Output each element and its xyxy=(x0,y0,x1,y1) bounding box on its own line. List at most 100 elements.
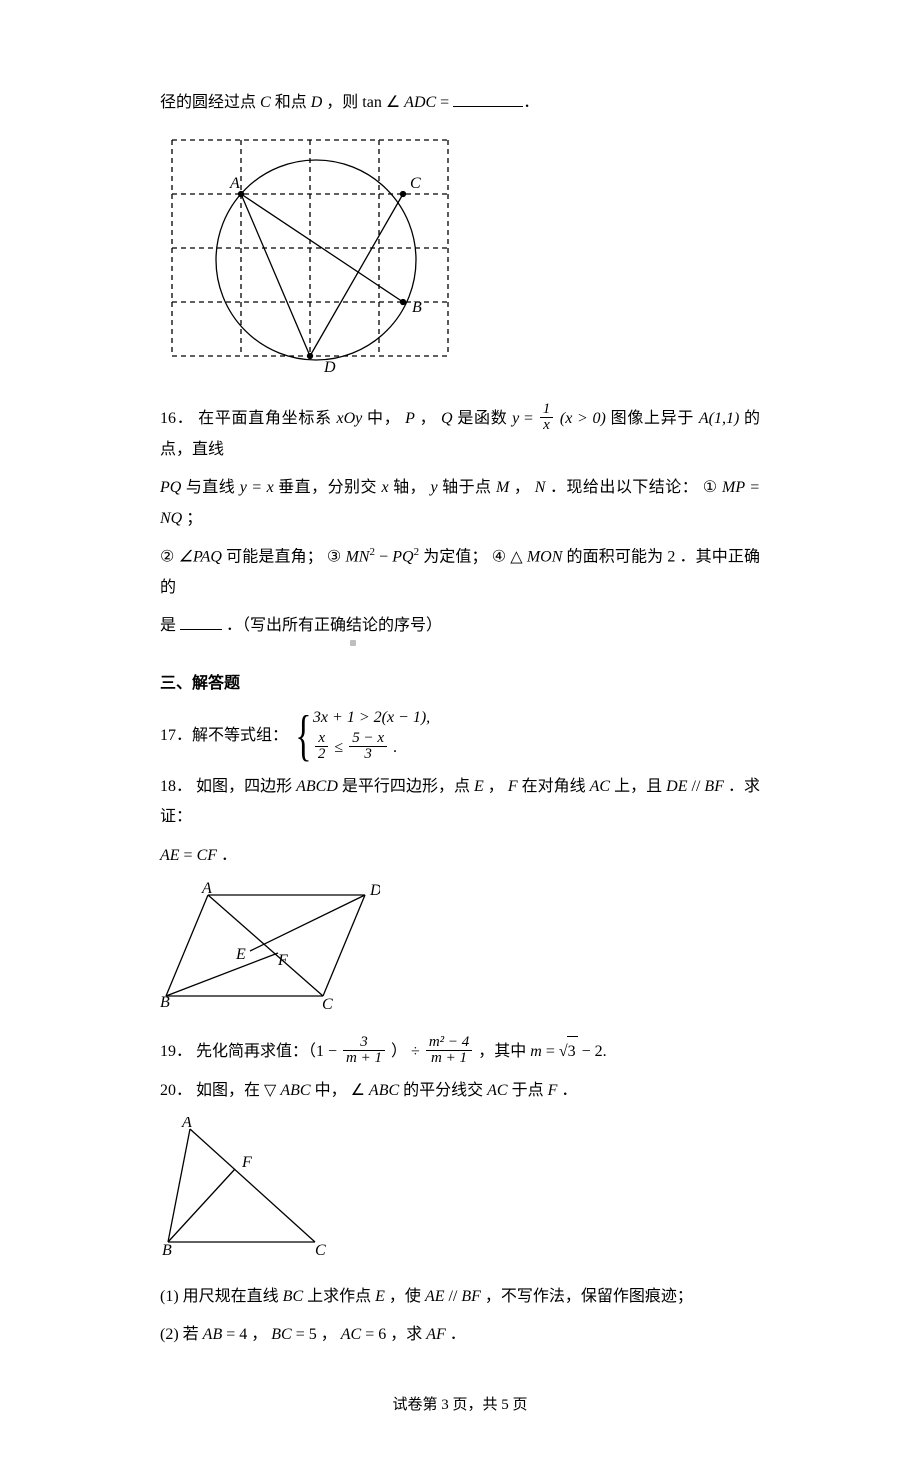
svg-text:D: D xyxy=(323,359,336,376)
q16-yeqx: y = x xyxy=(240,479,274,496)
q20-1-E: E xyxy=(375,1288,385,1305)
q20-num: 20． xyxy=(160,1082,192,1099)
q16-minus: − xyxy=(379,548,392,565)
q16-PQ: PQ xyxy=(160,479,181,496)
q17-label: 解不等式组： xyxy=(192,721,288,751)
q16-l4b: ．（写出所有正确结论的序号） xyxy=(226,617,442,634)
fig20-svg: ABCF xyxy=(160,1117,330,1257)
q20-1-t4: ，不写作法，保留作图痕迹； xyxy=(485,1288,693,1305)
q17-rhs-frac: 5 − x 3 xyxy=(349,731,387,762)
q20-2: (2) 若 AB = 4 ， BC = 5 ， AC = 6 ，求 AF ． xyxy=(160,1320,760,1350)
q20-line: 20． 如图，在 ▽ ABC 中， ∠ ABC 的平分线交 AC 于点 F ． xyxy=(160,1076,760,1106)
q20-2-eq4: = 4 ， xyxy=(226,1326,271,1343)
q15-C: C xyxy=(260,94,271,111)
q20-abc2: ABC xyxy=(369,1082,399,1099)
q16-M: M xyxy=(496,479,509,496)
q18-num: 18． xyxy=(160,778,192,795)
q15-blank xyxy=(453,91,523,107)
q17-row2: x 2 ≤ 5 − x 3 . xyxy=(313,733,430,764)
q16-num: 16． xyxy=(160,410,193,427)
svg-text:F: F xyxy=(277,952,288,969)
q19-f1n: 3 xyxy=(343,1035,385,1050)
q20-2-num: (2) xyxy=(160,1326,179,1343)
q20-2-ab: AB xyxy=(203,1326,223,1343)
q17-le: ≤ xyxy=(334,739,347,756)
q19-num: 19． xyxy=(160,1043,192,1060)
q17-lhs-num: x xyxy=(315,731,329,746)
q16-eq: = xyxy=(524,410,538,427)
q16-l2b: 与直线 xyxy=(186,479,240,496)
svg-text:B: B xyxy=(160,994,170,1011)
q16-frac-den: x xyxy=(540,417,554,433)
q16-l2c: 垂直，分别交 xyxy=(278,479,381,496)
q17-end: . xyxy=(393,739,397,756)
q18-ac: AC xyxy=(590,778,610,795)
q20-1-t2: 上求作点 xyxy=(307,1288,375,1305)
svg-text:C: C xyxy=(315,1242,326,1257)
q18-ae: AE xyxy=(160,847,180,864)
q19-f2n: m² − 4 xyxy=(426,1035,472,1050)
q17: 17． 解不等式组： { 3x + 1 > 2(x − 1), x 2 ≤ 5 … xyxy=(160,708,760,764)
q20-2-dot: ． xyxy=(450,1326,466,1343)
q16-frac: 1 x xyxy=(540,402,554,433)
q17-rhs-den: 3 xyxy=(349,746,387,762)
q20-t3: 的平分线交 xyxy=(403,1082,487,1099)
q17-system: { 3x + 1 > 2(x − 1), x 2 ≤ 5 − x 3 . xyxy=(290,708,430,764)
q16-l2d: 轴， xyxy=(393,479,426,496)
q20-2-eq6: = 6 ，求 xyxy=(365,1326,426,1343)
q20-2-ac: AC xyxy=(341,1326,361,1343)
q16-sc1: ； xyxy=(186,510,202,527)
q16-t5: 图像上异于 xyxy=(611,410,699,427)
q16-frac-num: 1 xyxy=(540,402,554,417)
q15-t2: 和点 xyxy=(275,94,311,111)
q15-t3: ，则 tan xyxy=(326,94,382,111)
q17-row1: 3x + 1 > 2(x − 1), xyxy=(313,708,430,729)
q16-line3: ② ∠PAQ 可能是直角； ③ MN2 − PQ2 为定值； ④ △ MON 的… xyxy=(160,542,760,603)
q15-D: D xyxy=(311,94,323,111)
q16-t4: 是函数 xyxy=(457,410,512,427)
svg-text:A: A xyxy=(201,881,212,897)
q16-l2e: 轴于点 xyxy=(442,479,496,496)
q17-num: 17． xyxy=(160,721,192,751)
q16-mn2: MN xyxy=(345,548,369,565)
q20-tri: ▽ xyxy=(264,1082,276,1099)
fig15-svg: ABCD xyxy=(160,128,450,378)
section-three-title: 三、解答题 xyxy=(160,669,760,699)
q16-c3t: 为定值； xyxy=(423,548,487,565)
q20-1-ae: AE xyxy=(425,1288,445,1305)
q16-line4: 是 ．（写出所有正确结论的序号） xyxy=(160,611,760,641)
q18-cf: CF xyxy=(197,847,217,864)
q16-cond: (x > 0) xyxy=(560,410,606,427)
q18-par: // xyxy=(692,778,705,795)
q19-eq: = xyxy=(546,1043,559,1060)
svg-text:E: E xyxy=(235,946,246,963)
q20-1-par: // xyxy=(448,1288,461,1305)
q16-line2: PQ 与直线 y = x 垂直，分别交 x 轴， y 轴于点 M ， N ．现给… xyxy=(160,473,760,534)
q20-2-af: AF xyxy=(426,1326,446,1343)
q16-blank xyxy=(180,614,222,630)
fig18-svg: ABCDEF xyxy=(160,881,380,1011)
q16-xOy: xOy xyxy=(337,410,363,427)
q18-F: F xyxy=(508,778,518,795)
q18-E: E xyxy=(474,778,484,795)
q19-minus2: − 2. xyxy=(582,1043,607,1060)
q20-1: (1) 用尺规在直线 BC 上求作点 E ，使 AE // BF ，不写作法，保… xyxy=(160,1282,760,1312)
svg-text:F: F xyxy=(241,1154,252,1171)
q19-rad: 3 xyxy=(567,1036,578,1067)
q20-t1: 如图，在 xyxy=(196,1082,264,1099)
q20-t4: 于点 xyxy=(512,1082,548,1099)
q20-1-t1: 用尺规在直线 xyxy=(183,1288,283,1305)
q16-l2g: ．现给出以下结论： xyxy=(550,479,698,496)
q16-N: N xyxy=(535,479,546,496)
svg-text:A: A xyxy=(181,1117,192,1131)
q15-t1: 径的圆经过点 xyxy=(160,94,260,111)
q15-adc: ADC xyxy=(404,94,436,111)
q16-y: y xyxy=(512,410,519,427)
q16-pq2sup: 2 xyxy=(414,546,420,558)
q15-eq: = xyxy=(440,94,453,111)
q15-tail: 径的圆经过点 C 和点 D ，则 tan ∠ ADC = ． xyxy=(160,88,760,118)
q18-dot: ． xyxy=(221,847,237,864)
q17-lhs-den: 2 xyxy=(315,746,329,762)
q16-l2f: ， xyxy=(514,479,535,496)
q18-line2: AE = CF ． xyxy=(160,841,760,871)
